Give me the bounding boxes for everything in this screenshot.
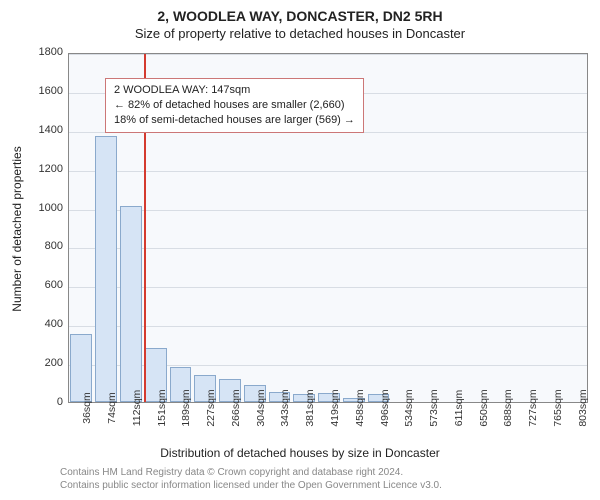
chart-container: Number of detached properties 0200400600… [10,49,590,392]
y-tick-label: 1400 [39,124,63,136]
y-tick-label: 400 [45,318,63,330]
y-axis-label: Number of detached properties [10,146,24,311]
x-tick-label: 573sqm [428,389,440,426]
x-tick-label: 458sqm [354,389,366,426]
x-tick-label: 227sqm [205,389,217,426]
attribution-footer: Contains HM Land Registry data © Crown c… [0,460,600,500]
x-tick-label: 343sqm [279,389,291,426]
annotation-line: 18% of semi-detached houses are larger (… [114,113,355,128]
x-tick-label: 419sqm [329,389,341,426]
x-tick-label: 496sqm [379,389,391,426]
x-tick-label: 765sqm [552,389,564,426]
x-tick-label: 74sqm [106,392,118,424]
x-tick-label: 803sqm [577,389,589,426]
footer-line-1: Contains HM Land Registry data © Crown c… [60,466,588,479]
histogram-bar [120,206,142,402]
annotation-line: ← 82% of detached houses are smaller (2,… [114,98,355,113]
x-tick-label: 650sqm [478,389,490,426]
x-tick-label: 189sqm [180,389,192,426]
x-tick-label: 611sqm [453,390,465,427]
y-tick-label: 1600 [39,85,63,97]
x-tick-label: 151sqm [156,389,168,426]
annotation-line: 2 WOODLEA WAY: 147sqm [114,83,355,98]
chart-subtitle: Size of property relative to detached ho… [0,26,600,41]
x-axis-label: Distribution of detached houses by size … [0,446,600,460]
y-tick-label: 1800 [39,46,63,58]
plot-background: 02004006008001000120014001600180036sqm74… [68,53,588,403]
x-tick-label: 112sqm [131,390,143,427]
y-tick-label: 0 [57,396,63,408]
gridline [69,287,587,288]
gridline [69,326,587,327]
y-tick-label: 1200 [39,163,63,175]
gridline [69,54,587,55]
x-tick-label: 36sqm [81,392,93,424]
x-tick-label: 534sqm [403,389,415,426]
gridline [69,248,587,249]
x-tick-label: 688sqm [502,389,514,426]
y-tick-label: 200 [45,357,63,369]
x-tick-label: 727sqm [527,389,539,426]
chart-title: 2, WOODLEA WAY, DONCASTER, DN2 5RH [0,8,600,24]
gridline [69,171,587,172]
histogram-bar [95,136,117,402]
gridline [69,210,587,211]
x-tick-label: 304sqm [255,389,267,426]
y-tick-label: 1000 [39,202,63,214]
x-tick-label: 381sqm [304,389,316,426]
x-tick-label: 266sqm [230,389,242,426]
annotation-box: 2 WOODLEA WAY: 147sqm← 82% of detached h… [105,78,364,133]
y-tick-label: 800 [45,240,63,252]
plot-area: 02004006008001000120014001600180036sqm74… [68,53,588,403]
footer-line-2: Contains public sector information licen… [60,479,588,492]
y-tick-label: 600 [45,279,63,291]
